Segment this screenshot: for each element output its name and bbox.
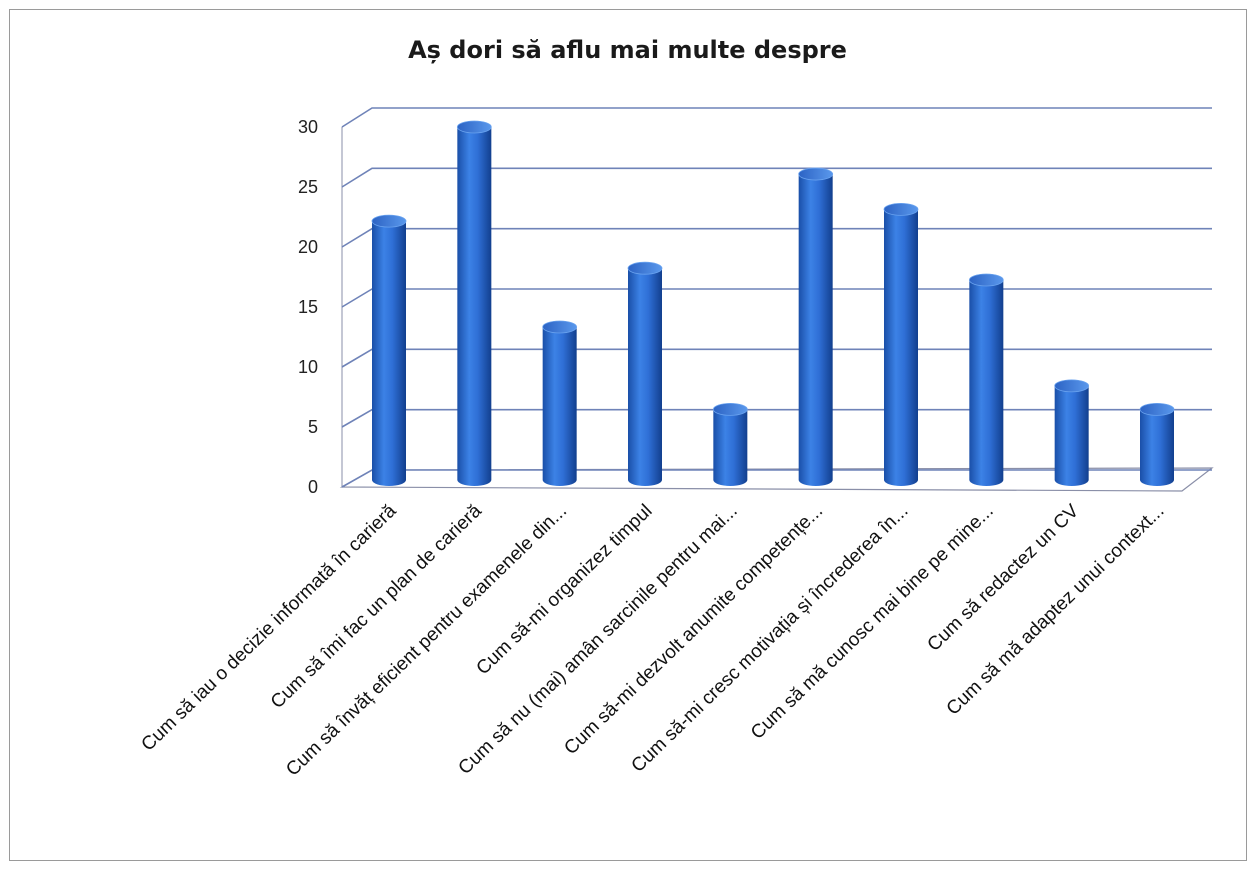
bar-body: [798, 174, 833, 487]
bar-body: [372, 221, 406, 486]
y-axis-ticks: 0 5 10 15 20 25 30: [298, 117, 318, 497]
bar-cap: [1139, 402, 1175, 416]
bar-cap: [456, 120, 492, 134]
bar: [627, 261, 663, 486]
y-tick-label: 30: [298, 117, 318, 137]
bar-body: [969, 279, 1004, 486]
bar-body: [884, 209, 918, 486]
y-tick-label: 25: [298, 177, 318, 197]
chart-title: Aș dori să aflu mai multe despre: [408, 36, 847, 64]
bar-body: [1054, 385, 1089, 486]
bar: [798, 167, 834, 487]
bar-body: [628, 268, 662, 486]
bar-cap: [371, 214, 407, 228]
y-tick-label: 20: [298, 237, 318, 257]
bars: [371, 120, 1175, 487]
bar: [371, 214, 407, 486]
x-category-label: Cum să-mi organizez timpul: [473, 500, 657, 679]
gridline: [341, 107, 1212, 128]
bar-cap: [542, 320, 578, 334]
bar-cap: [627, 261, 663, 275]
x-axis-labels: Cum să iau o decizie informată în carier…: [137, 500, 1168, 780]
bar-cap: [1054, 379, 1090, 393]
bar-cap: [883, 202, 919, 216]
bar: [456, 120, 492, 486]
y-tick-label: 5: [308, 417, 318, 437]
bar-body: [542, 327, 577, 486]
bar-body: [1140, 409, 1174, 486]
bar-cap: [712, 402, 748, 416]
bar-body: [457, 127, 492, 486]
bar: [542, 320, 578, 486]
bar-cap: [968, 273, 1004, 287]
x-category-label: Cum să redactez un CV: [923, 500, 1083, 655]
bar: [968, 273, 1004, 486]
y-tick-label: 0: [308, 477, 318, 497]
gridline: [341, 167, 1212, 188]
bar: [883, 202, 919, 486]
bar-body: [713, 409, 748, 486]
bar: [1054, 379, 1090, 486]
bar: [712, 402, 748, 486]
bar-cap: [798, 167, 834, 181]
bar: [1139, 402, 1175, 486]
y-tick-label: 10: [298, 357, 318, 377]
y-tick-label: 15: [298, 297, 318, 317]
